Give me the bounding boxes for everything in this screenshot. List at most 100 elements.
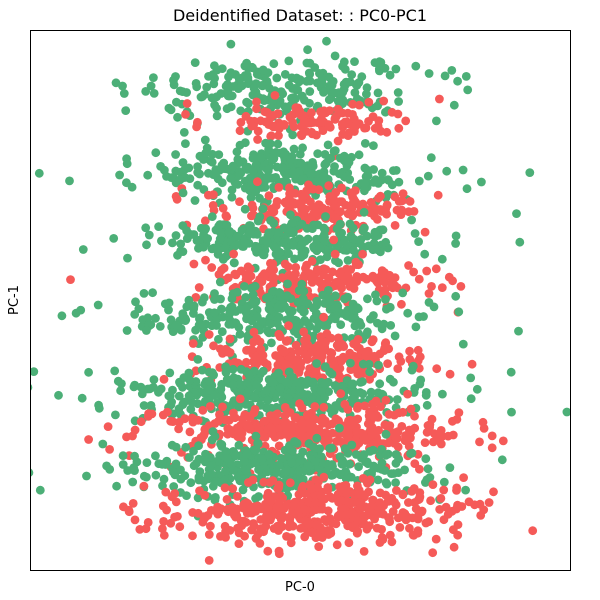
- scatter-point: [250, 405, 260, 414]
- scatter-point: [191, 293, 201, 302]
- scatter-point: [324, 95, 334, 105]
- scatter-point: [346, 472, 356, 482]
- scatter-point: [344, 201, 354, 211]
- scatter-point: [34, 168, 44, 178]
- scatter-point: [346, 188, 356, 198]
- scatter-point: [439, 485, 449, 495]
- scatter-point: [307, 271, 317, 281]
- scatter-point: [230, 241, 240, 251]
- scatter-point: [182, 99, 192, 108]
- scatter-point: [427, 282, 436, 291]
- scatter-point: [452, 483, 462, 493]
- scatter-point: [193, 180, 203, 190]
- scatter-point: [363, 346, 373, 356]
- scatter-point: [306, 169, 316, 179]
- scatter-point: [259, 477, 269, 487]
- scatter-point: [270, 91, 280, 100]
- scatter-point: [331, 291, 340, 301]
- scatter-point: [149, 375, 159, 384]
- scatter-point: [218, 402, 227, 412]
- scatter-point: [322, 436, 332, 445]
- scatter-point: [368, 445, 378, 455]
- scatter-point: [226, 39, 236, 49]
- scatter-point: [283, 336, 292, 345]
- scatter-point: [331, 381, 341, 391]
- scatter-point: [142, 472, 151, 482]
- scatter-point: [284, 80, 294, 90]
- scatter-point: [381, 295, 390, 304]
- scatter-point: [248, 475, 258, 485]
- scatter-point: [312, 433, 322, 443]
- scatter-point: [272, 402, 281, 412]
- scatter-point: [311, 475, 321, 485]
- scatter-point: [250, 458, 260, 468]
- scatter-point: [178, 188, 188, 198]
- scatter-point: [142, 458, 152, 467]
- scatter-point: [328, 462, 337, 471]
- scatter-point: [297, 279, 307, 289]
- scatter-point: [260, 107, 270, 117]
- scatter-point: [275, 355, 285, 365]
- scatter-point: [217, 442, 227, 451]
- scatter-point: [262, 467, 272, 477]
- scatter-point: [453, 500, 462, 510]
- scatter-point: [365, 367, 375, 377]
- scatter-point: [345, 348, 355, 358]
- scatter-point: [234, 171, 244, 181]
- scatter-point: [312, 359, 321, 368]
- scatter-point: [217, 327, 227, 337]
- scatter-point: [397, 299, 406, 309]
- scatter-point: [253, 135, 262, 144]
- scatter-point: [193, 355, 203, 364]
- scatter-point: [222, 104, 232, 114]
- scatter-point: [332, 540, 342, 550]
- scatter-point: [336, 389, 346, 398]
- scatter-point: [190, 58, 200, 67]
- scatter-point: [179, 127, 189, 137]
- plot-area: [30, 36, 571, 565]
- scatter-point: [431, 534, 441, 544]
- scatter-point: [257, 454, 267, 464]
- scatter-point: [432, 116, 441, 126]
- scatter-point: [255, 193, 264, 203]
- scatter-point: [303, 410, 312, 420]
- scatter-point: [157, 459, 167, 469]
- scatter-point: [151, 313, 160, 323]
- scatter-point: [194, 283, 204, 292]
- scatter-point: [408, 530, 418, 540]
- scatter-point: [342, 275, 352, 285]
- scatter-point: [217, 178, 227, 188]
- scatter-point: [303, 517, 312, 527]
- scatter-point: [420, 249, 430, 259]
- scatter-point: [192, 459, 201, 468]
- scatter-point: [229, 249, 239, 259]
- scatter-point: [119, 502, 128, 512]
- scatter-point: [159, 530, 169, 540]
- scatter-point: [180, 397, 189, 407]
- scatter-point: [344, 416, 353, 426]
- scatter-point: [341, 486, 351, 496]
- scatter-point: [343, 131, 353, 141]
- scatter-point: [251, 431, 261, 441]
- scatter-point: [195, 313, 205, 323]
- scatter-point: [385, 270, 394, 280]
- scatter-point: [497, 455, 507, 465]
- scatter-point: [340, 294, 349, 304]
- scatter-point: [235, 126, 245, 136]
- scatter-point: [249, 83, 259, 93]
- scatter-point: [253, 177, 262, 187]
- scatter-point: [353, 401, 363, 411]
- scatter-point: [174, 404, 184, 414]
- scatter-point: [118, 460, 128, 469]
- scatter-point: [283, 224, 292, 234]
- scatter-point: [224, 347, 234, 357]
- scatter-point: [506, 367, 516, 377]
- scatter-point: [240, 237, 249, 247]
- scatter-point: [464, 497, 474, 507]
- scatter-point: [445, 463, 455, 472]
- scatter-point: [458, 339, 468, 349]
- scatter-point: [206, 521, 215, 531]
- scatter-point: [186, 478, 196, 488]
- scatter-point: [184, 391, 194, 401]
- scatter-point: [215, 228, 225, 237]
